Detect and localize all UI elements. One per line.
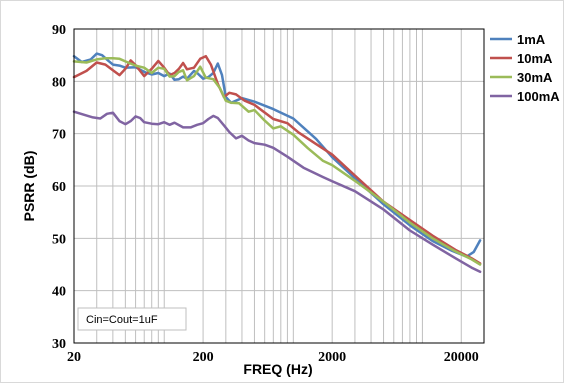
x-tick-label: 200	[193, 350, 214, 365]
y-tick-label: 70	[52, 128, 66, 143]
legend: 1mA 10mA 30mA 100mA	[490, 32, 560, 104]
x-tick-label: 20	[67, 350, 81, 365]
legend-label-1ma: 1mA	[517, 32, 546, 47]
y-axis-label: PSRR (dB)	[21, 151, 37, 222]
plot-border	[73, 28, 485, 344]
y-tick-labels: 30 40 50 60 70 80 90	[52, 23, 66, 352]
series-line-1ma	[72, 52, 482, 258]
annotation-text: Cin=Cout=1uF	[86, 314, 158, 326]
x-tick-labels: 20 200 2000 20000	[67, 350, 479, 365]
y-tick-label: 90	[52, 23, 66, 38]
y-tick-label: 30	[52, 337, 66, 352]
x-tick-label: 2000	[318, 350, 346, 365]
x-tick-label: 20000	[444, 350, 479, 365]
annotation-box: Cin=Cout=1uF	[77, 307, 187, 331]
series-line-100ma	[72, 110, 482, 274]
legend-label-100ma: 100mA	[517, 89, 560, 104]
series-line-10ma	[72, 54, 482, 265]
legend-label-30ma: 30mA	[517, 70, 553, 85]
y-tick-label: 60	[52, 180, 66, 195]
series-line-30ma	[72, 57, 482, 266]
y-tick-label: 40	[52, 285, 66, 300]
y-tick-label: 50	[52, 232, 66, 247]
annotation-border	[77, 307, 187, 331]
x-axis-label: FREQ (Hz)	[243, 361, 312, 377]
grid	[74, 29, 484, 343]
legend-label-10ma: 10mA	[517, 51, 553, 66]
y-tick-label: 80	[52, 75, 66, 90]
series-lines	[72, 52, 482, 274]
